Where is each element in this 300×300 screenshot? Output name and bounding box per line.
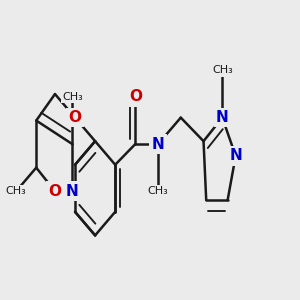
Text: N: N [66,184,79,199]
Text: O: O [69,110,82,125]
Text: CH₃: CH₃ [212,65,232,76]
Text: CH₃: CH₃ [148,186,168,196]
Text: O: O [49,184,62,199]
Text: CH₃: CH₃ [6,186,26,196]
Text: N: N [229,148,242,164]
Text: CH₃: CH₃ [62,92,83,102]
Text: N: N [216,110,229,125]
Text: N: N [152,136,164,152]
Text: O: O [129,89,142,104]
